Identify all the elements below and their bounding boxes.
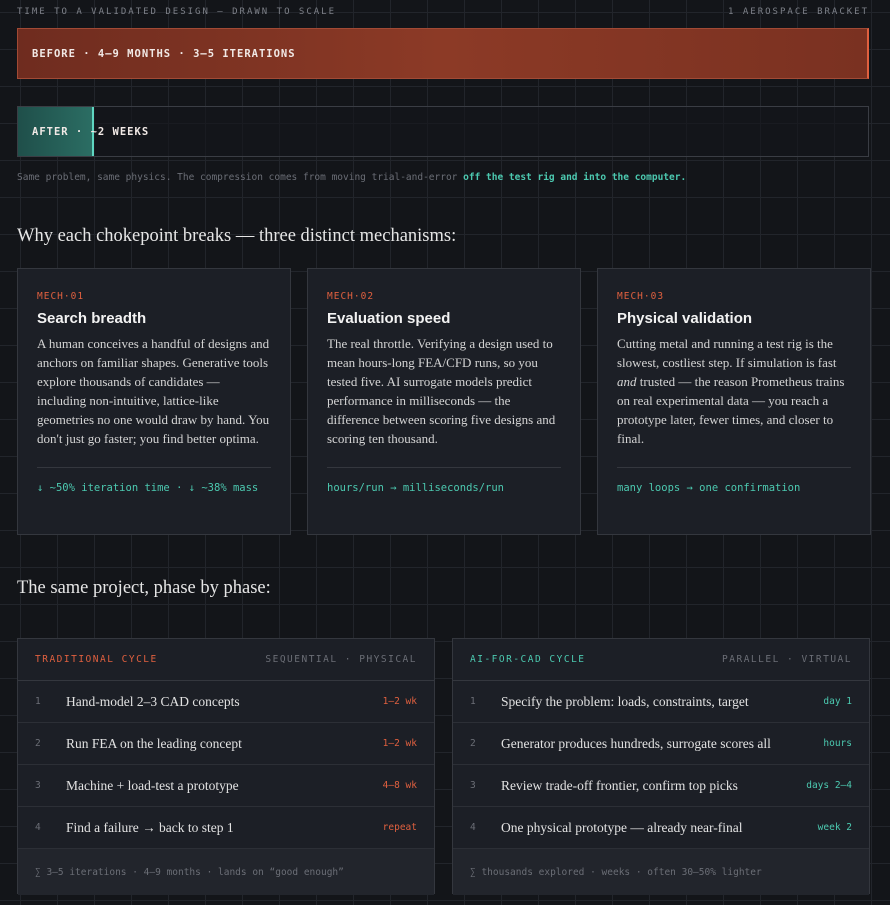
mechanism-card: MECH·02 Evaluation speed The real throttle…: [307, 268, 581, 535]
card-body: Cutting metal and running a test rig is …: [617, 334, 851, 468]
column-title: TRADITIONAL CYCLE: [35, 654, 158, 665]
step-text: Specify the problem: loads, constraints,…: [501, 693, 749, 709]
step-row: 4 Find a failure → back to step 1 repeat: [18, 807, 434, 849]
step-number: 2: [35, 738, 41, 749]
step-number: 1: [35, 696, 41, 707]
column-header: TRADITIONAL CYCLE SEQUENTIAL · PHYSICAL: [18, 639, 434, 681]
step-row: 4 One physical prototype — already near-f…: [453, 807, 869, 849]
card-tag: MECH·03: [617, 291, 665, 302]
step-text: Review trade-off frontier, confirm top p…: [501, 777, 738, 793]
step-text: Run FEA on the leading concept: [66, 735, 242, 751]
step-number: 2: [470, 738, 476, 749]
step-row: 3 Review trade-off frontier, confirm top …: [453, 765, 869, 807]
step-number: 1: [470, 696, 476, 707]
column-title: AI-FOR-CAD CYCLE: [470, 654, 586, 665]
step-row: 3 Machine + load-test a prototype 4–8 wk: [18, 765, 434, 807]
step-time: 4–8 wk: [382, 780, 417, 791]
card-metric: many loops → one confirmation: [617, 482, 801, 494]
step-text: One physical prototype — already near-fi…: [501, 819, 743, 835]
after-bar: AFTER · ~2 WEEKS: [17, 106, 869, 157]
step-row: 2 Generator produces hundreds, surrogate …: [453, 723, 869, 765]
column-subtitle: PARALLEL · VIRTUAL: [722, 654, 852, 665]
step-number: 3: [35, 780, 41, 791]
caption: Same problem, same physics. The compress…: [17, 172, 686, 183]
header-title: TIME TO A VALIDATED DESIGN — DRAWN TO SC…: [17, 7, 336, 17]
step-number: 3: [470, 780, 476, 791]
step-time: 1–2 wk: [382, 696, 417, 707]
step-time: days 2–4: [806, 780, 852, 791]
card-title: Evaluation speed: [327, 310, 451, 327]
step-row: 2 Run FEA on the leading concept 1–2 wk: [18, 723, 434, 765]
card-title: Search breadth: [37, 310, 147, 327]
card-text: A human conceives a handful of designs a…: [37, 336, 270, 446]
step-time: hours: [823, 738, 852, 749]
section-heading: Why each chokepoint breaks — three disti…: [17, 226, 457, 246]
caption-text: Same problem, same physics. The compress…: [17, 172, 464, 183]
step-time: day 1: [823, 696, 852, 707]
step-row: 1 Specify the problem: loads, constraints…: [453, 681, 869, 723]
before-label: BEFORE · 4–9 MONTHS · 3–5 ITERATIONS: [32, 47, 296, 60]
header-right: 1 AEROSPACE BRACKET: [728, 7, 869, 17]
step-text: Find a failure → back to step 1: [66, 819, 234, 835]
card-tag: MECH·01: [37, 291, 85, 302]
column-footer: ∑ 3–5 iterations · 4–9 months · lands on…: [18, 849, 434, 895]
phase-column: AI-FOR-CAD CYCLE PARALLEL · VIRTUAL 1 Speci…: [452, 638, 870, 895]
card-text: trusted — the reason Prometheus trains o…: [617, 374, 845, 446]
step-text: Machine + load-test a prototype: [66, 777, 239, 793]
card-text: The real throttle. Verifying a design us…: [327, 336, 556, 446]
after-fill: [18, 107, 94, 156]
step-number: 4: [470, 822, 476, 833]
step-text: Generator produces hundreds, surrogate s…: [501, 735, 771, 751]
step-text: Hand-model 2–3 CAD concepts: [66, 693, 240, 709]
before-bar: BEFORE · 4–9 MONTHS · 3–5 ITERATIONS: [17, 28, 869, 79]
step-time: week 2: [817, 822, 852, 833]
step-time: repeat: [382, 822, 417, 833]
mechanism-card: MECH·01 Search breadth A human conceives a…: [17, 268, 291, 535]
card-text: and: [617, 374, 637, 389]
card-body: A human conceives a handful of designs a…: [37, 334, 271, 468]
card-tag: MECH·02: [327, 291, 375, 302]
card-metric: hours/run → milliseconds/run: [327, 482, 505, 494]
column-subtitle: SEQUENTIAL · PHYSICAL: [265, 654, 417, 665]
after-label: AFTER · ~2 WEEKS: [32, 125, 150, 138]
header: TIME TO A VALIDATED DESIGN — DRAWN TO SC…: [17, 7, 869, 17]
card-body: The real throttle. Verifying a design us…: [327, 334, 561, 468]
step-row: 1 Hand-model 2–3 CAD concepts 1–2 wk: [18, 681, 434, 723]
phase-column: TRADITIONAL CYCLE SEQUENTIAL · PHYSICAL 1 H…: [17, 638, 435, 895]
column-footer: ∑ thousands explored · weeks · often 30–…: [453, 849, 869, 895]
column-header: AI-FOR-CAD CYCLE PARALLEL · VIRTUAL: [453, 639, 869, 681]
mechanism-card: MECH·03 Physical validation Cutting metal …: [597, 268, 871, 535]
card-text: Cutting metal and running a test rig is …: [617, 336, 837, 370]
caption-highlight: off the test rig and into the computer.: [463, 172, 687, 183]
card-metric: ↓ ~50% iteration time · ↓ ~38% mass: [37, 482, 259, 494]
step-time: 1–2 wk: [382, 738, 417, 749]
card-title: Physical validation: [617, 310, 753, 327]
step-number: 4: [35, 822, 41, 833]
section-heading: The same project, phase by phase:: [17, 578, 271, 598]
